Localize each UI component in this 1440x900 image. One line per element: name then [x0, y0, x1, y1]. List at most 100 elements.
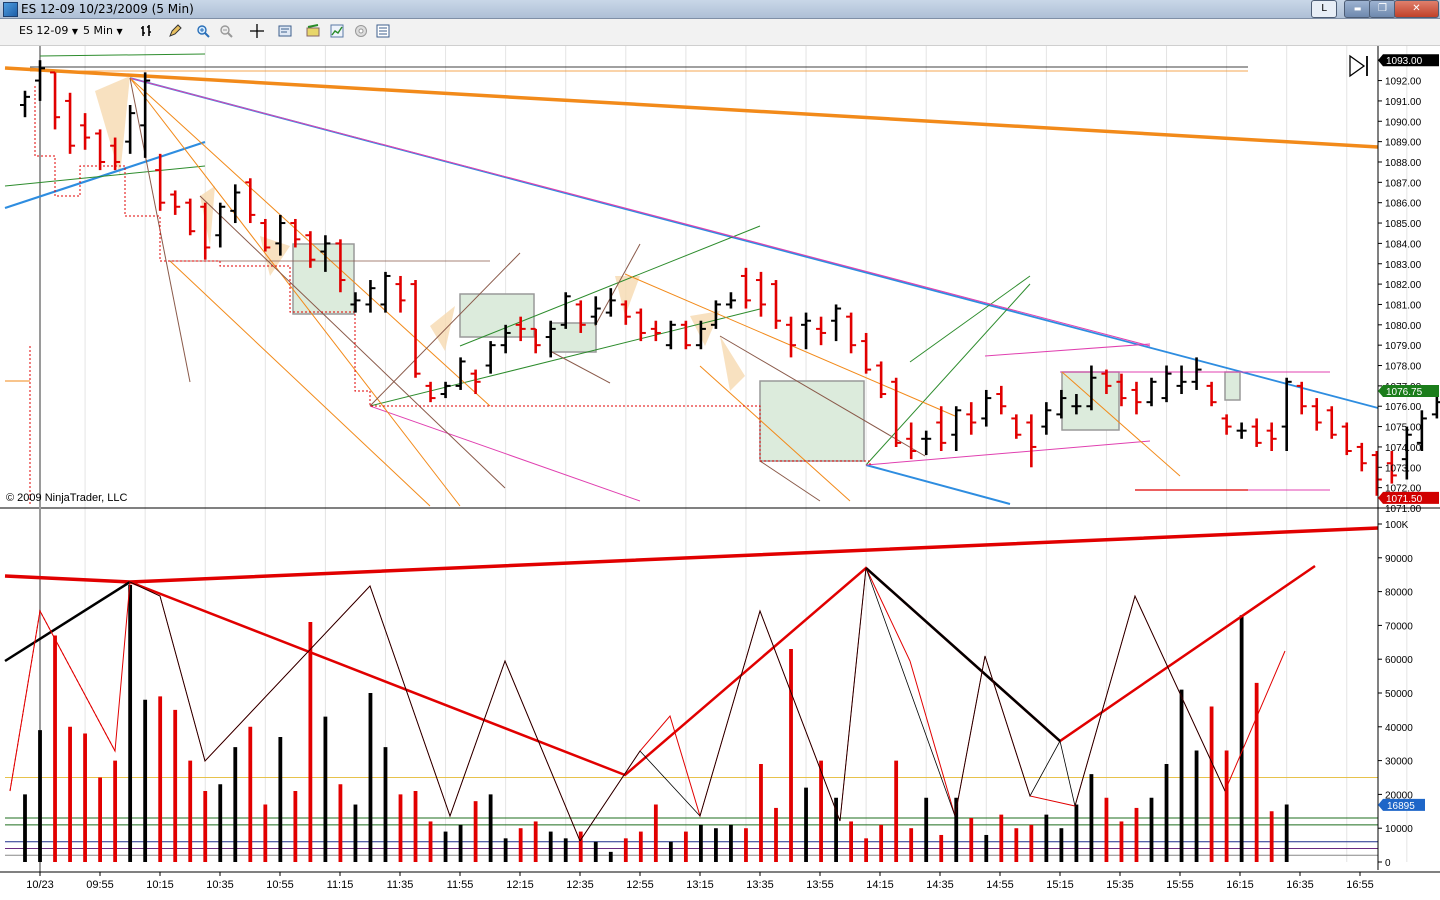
price-tick-label: 1072.00	[1385, 484, 1422, 495]
volume-tick-label: 80000	[1385, 588, 1413, 599]
time-tick-label: 15:35	[1106, 879, 1134, 891]
orange-fan-line	[1061, 371, 1181, 477]
time-tick-label: 10:15	[146, 879, 174, 891]
price-tick-label: 1088.00	[1385, 158, 1422, 169]
time-tick-label: 10:55	[266, 879, 294, 891]
properties-icon[interactable]	[354, 24, 368, 38]
price-tick-label: 1086.00	[1385, 199, 1422, 210]
pencil-icon[interactable]	[168, 24, 182, 38]
time-tick-label: 11:15	[327, 879, 354, 891]
instrument-selector[interactable]: ES 12-09 ▼	[19, 24, 78, 37]
volume-trend-line	[129, 564, 1316, 777]
instrument-label: ES 12-09	[19, 24, 69, 37]
time-tick-label: 10:35	[206, 879, 234, 891]
brown-fan-line	[369, 252, 521, 407]
brown-fan-line	[719, 335, 926, 457]
brown-fan-line	[549, 350, 611, 384]
grid	[0, 46, 1440, 862]
time-tick-label: 16:35	[1286, 879, 1314, 891]
magenta-trend-line	[865, 440, 1151, 466]
zoom-out-icon[interactable]	[219, 24, 233, 38]
price-tick-label: 1091.00	[1385, 97, 1422, 108]
drawing-annotations	[4, 46, 1379, 872]
swing-shade	[430, 306, 455, 351]
price-tick-label: 1071.00	[1385, 504, 1422, 515]
price-tick-label: 1079.00	[1385, 341, 1422, 352]
consolidation-box	[459, 293, 535, 338]
time-tick-label: 11:55	[447, 879, 474, 891]
time-tick-label: 14:15	[866, 879, 894, 891]
brown-fan-line	[594, 243, 641, 327]
price-tick-label: 1081.00	[1385, 300, 1422, 311]
time-tick-label: 14:35	[926, 879, 954, 891]
zoom-in-icon[interactable]	[196, 24, 210, 38]
swing-shade	[95, 76, 130, 176]
price-tick-label: 1073.00	[1385, 463, 1422, 474]
time-tick-label: 12:35	[566, 879, 594, 891]
orange-fan-line	[699, 365, 851, 502]
price-badge-label: 1093.00	[1386, 56, 1423, 67]
volume-bars	[4, 526, 1379, 862]
crosshair-icon[interactable]	[250, 24, 264, 38]
price-badge	[1378, 384, 1439, 397]
copyright-text: © 2009 NinjaTrader, LLC	[6, 492, 127, 504]
volume-zigzag	[9, 609, 116, 792]
chart-area[interactable]: 1093.00 1092.00 1091.00 1090.00 1089.00 1088.…	[0, 46, 1440, 900]
link-button[interactable]: L	[1311, 0, 1337, 18]
bar-type-icon[interactable]	[140, 24, 154, 38]
volume-tick-label: 10000	[1385, 824, 1413, 835]
volume-tick-label: 90000	[1385, 554, 1413, 565]
time-tick-label: 16:55	[1346, 879, 1374, 891]
green-trend-line	[39, 53, 206, 57]
price-tick-label: 1075.00	[1385, 423, 1422, 434]
price-tick-label: 1090.00	[1385, 117, 1422, 128]
volume-tick-label: 0	[1385, 858, 1391, 869]
interval-label: 5 Min	[83, 24, 114, 37]
indicator-icon[interactable]	[330, 24, 344, 38]
time-tick-label: 13:55	[806, 879, 834, 891]
magenta-trend-line	[984, 343, 1151, 357]
brown-fan-line	[199, 195, 506, 489]
volume-trend-line	[4, 526, 1379, 584]
maximize-button[interactable]: ❐	[1369, 0, 1396, 18]
magenta-trend-line	[369, 405, 641, 502]
orange-fan-line	[169, 260, 431, 507]
volume-zigzag	[579, 567, 1226, 842]
chevron-down-icon: ▼	[71, 27, 79, 36]
price-badge-label: 1071.50	[1386, 494, 1423, 505]
price-bars	[20, 60, 1440, 496]
close-button[interactable]: ✕	[1394, 0, 1439, 18]
blue-trend-line	[4, 140, 206, 210]
volume-tick-label: 70000	[1385, 621, 1413, 632]
time-tick-label: 12:55	[626, 879, 654, 891]
interval-selector[interactable]: 5 Min ▼	[83, 24, 123, 37]
volume-badge-label: 16895	[1387, 801, 1415, 812]
green-trend-line	[459, 225, 761, 347]
data-box-icon[interactable]	[278, 24, 292, 38]
swing-shade	[615, 276, 640, 316]
swing-shade	[720, 336, 745, 391]
price-tick-label: 1089.00	[1385, 138, 1422, 149]
price-badge-label: 1076.75	[1386, 387, 1423, 398]
dotted-step-line	[29, 86, 871, 506]
price-tick-label: 1083.00	[1385, 260, 1422, 271]
chart-scroll-to-end-icon[interactable]	[1349, 54, 1368, 78]
minimize-button[interactable]: ▬	[1344, 0, 1371, 18]
volume-trend-line	[4, 580, 131, 663]
price-tick-label: 1082.00	[1385, 280, 1422, 291]
list-icon[interactable]	[376, 24, 390, 38]
axes: 1093.00 1092.00 1091.00 1090.00 1089.00 1088.…	[0, 46, 1440, 891]
time-tick-label: 14:55	[986, 879, 1014, 891]
green-trend-line	[909, 275, 1031, 363]
time-tick-label: 13:15	[686, 879, 714, 891]
strategy-icon[interactable]	[306, 24, 320, 38]
volume-zigzag	[129, 581, 581, 842]
time-tick-label: 12:15	[506, 879, 534, 891]
green-trend-line	[865, 283, 1031, 466]
price-tick-label: 1084.00	[1385, 239, 1422, 250]
consolidation-box	[549, 322, 597, 353]
time-tick-label: 16:15	[1226, 879, 1254, 891]
time-tick-label: 15:55	[1166, 879, 1194, 891]
volume-tick-label: 60000	[1385, 655, 1413, 666]
price-tick-label: 1076.00	[1385, 402, 1422, 413]
